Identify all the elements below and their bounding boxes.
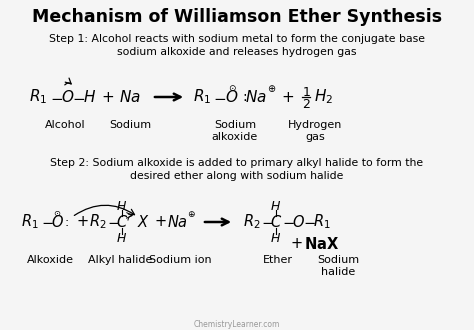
Text: $Na$: $Na$	[245, 89, 267, 105]
Text: Step 1: Alcohol reacts with sodium metal to form the conjugate base: Step 1: Alcohol reacts with sodium metal…	[49, 34, 425, 44]
Text: $-$: $-$	[282, 214, 294, 229]
Text: $\mathbf{NaX}$: $\mathbf{NaX}$	[304, 236, 339, 252]
Text: Hydrogen
gas: Hydrogen gas	[288, 120, 342, 142]
Text: Alkyl halide: Alkyl halide	[88, 255, 152, 265]
Text: $H_2$: $H_2$	[314, 88, 334, 106]
Text: $-$: $-$	[302, 214, 315, 229]
Text: $Na$: $Na$	[166, 214, 188, 230]
Text: $R_1$: $R_1$	[193, 88, 211, 106]
Text: Step 2: Sodium alkoxide is added to primary alkyl halide to form the: Step 2: Sodium alkoxide is added to prim…	[50, 158, 424, 168]
Text: $2$: $2$	[301, 97, 310, 111]
Text: $-$: $-$	[107, 214, 119, 229]
Text: $H$: $H$	[271, 232, 282, 245]
Text: $H$: $H$	[83, 89, 97, 105]
Text: $+$: $+$	[290, 237, 302, 251]
Text: Sodium: Sodium	[109, 120, 151, 130]
Text: $C$: $C$	[116, 214, 128, 230]
Text: $O$: $O$	[292, 214, 304, 230]
Text: Sodium ion: Sodium ion	[149, 255, 211, 265]
Text: sodium alkoxide and releases hydrogen gas: sodium alkoxide and releases hydrogen ga…	[117, 47, 357, 57]
Text: $\oplus$: $\oplus$	[187, 209, 195, 219]
Text: Sodium
halide: Sodium halide	[317, 255, 359, 277]
Text: $+$: $+$	[76, 214, 88, 229]
Text: $R_1$: $R_1$	[29, 88, 47, 106]
Text: $1$: $1$	[301, 85, 310, 98]
Text: Alcohol: Alcohol	[45, 120, 85, 130]
Text: Mechanism of Williamson Ether Synthesis: Mechanism of Williamson Ether Synthesis	[32, 8, 442, 26]
Text: desired ether along with sodium halide: desired ether along with sodium halide	[130, 171, 344, 181]
Text: Alkoxide: Alkoxide	[27, 255, 73, 265]
Text: $-$: $-$	[73, 89, 86, 105]
Text: $-$: $-$	[50, 89, 64, 105]
Text: $R_1$: $R_1$	[21, 213, 39, 231]
Text: $\oplus$: $\oplus$	[267, 82, 277, 93]
Text: $O$: $O$	[61, 89, 75, 105]
Text: $H$: $H$	[117, 232, 128, 245]
Text: $+$: $+$	[282, 89, 294, 105]
Text: $Na$: $Na$	[119, 89, 141, 105]
Text: $\odot$: $\odot$	[53, 210, 61, 218]
Text: ChemistryLearner.com: ChemistryLearner.com	[194, 320, 280, 329]
Text: $O$: $O$	[51, 214, 64, 230]
Text: $+$: $+$	[154, 214, 166, 229]
Text: Sodium
alkoxide: Sodium alkoxide	[212, 120, 258, 142]
Text: $H$: $H$	[271, 200, 282, 213]
Text: $-$: $-$	[213, 89, 227, 105]
Text: $R_1$: $R_1$	[313, 213, 331, 231]
Text: $C$: $C$	[270, 214, 282, 230]
Text: $-$: $-$	[261, 214, 273, 229]
Text: $R_2$: $R_2$	[89, 213, 107, 231]
Text: $:$: $:$	[240, 90, 248, 104]
Text: $H$: $H$	[117, 200, 128, 213]
Text: $:$: $:$	[63, 215, 70, 228]
Text: $R_2$: $R_2$	[243, 213, 261, 231]
Text: $O$: $O$	[225, 89, 239, 105]
Text: $+$: $+$	[101, 89, 115, 105]
Text: Ether: Ether	[263, 255, 293, 265]
Text: $\odot$: $\odot$	[228, 83, 237, 93]
Text: $-$: $-$	[41, 214, 54, 229]
Text: $X$: $X$	[137, 214, 149, 230]
